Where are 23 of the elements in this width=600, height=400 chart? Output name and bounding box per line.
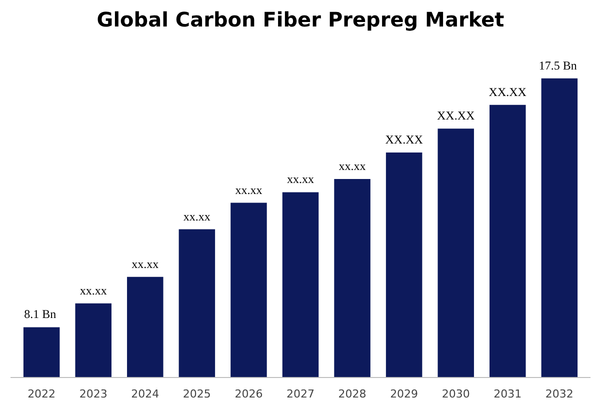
x-tick-label: 2026 [234,388,263,400]
x-tick-label: 2023 [79,388,108,400]
x-tick-label: 2022 [28,388,56,400]
data-label: 17.5 Bn [538,58,577,72]
chart-title: Global Carbon Fiber Prepreg Market [96,8,505,32]
x-tick-label: 2028 [338,388,366,400]
data-label: xx.xx [183,209,210,224]
x-tick-label: 2029 [390,388,418,400]
data-label: XX.XX [385,132,424,146]
data-label: xx.xx [132,256,159,271]
data-label: XX.XX [437,108,476,123]
data-label: xx.xx [235,182,262,197]
data-label: XX.XX [488,84,527,99]
x-tick-label: 2031 [494,388,522,400]
x-tick-label: 2030 [442,388,470,400]
data-label: 8.1 Bn [24,307,56,322]
x-tick-label: 2024 [131,388,160,400]
x-tick-label: 2027 [286,388,315,400]
data-label: xx.xx [338,158,366,173]
data-label: xx.xx [80,283,107,298]
data-label: xx.xx [287,172,314,186]
x-tick-label: 2025 [182,388,211,400]
x-tick-label: 2032 [545,388,574,400]
